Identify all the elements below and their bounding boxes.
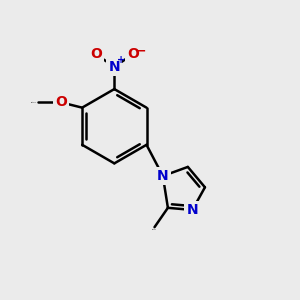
Text: O: O bbox=[55, 95, 67, 109]
Text: +: + bbox=[117, 55, 125, 65]
Text: N: N bbox=[109, 60, 120, 74]
Text: N: N bbox=[187, 203, 198, 217]
Text: O: O bbox=[90, 47, 102, 61]
Text: methyl: methyl bbox=[152, 229, 157, 230]
Text: methoxy: methoxy bbox=[31, 102, 37, 103]
Text: O: O bbox=[127, 47, 139, 61]
Text: N: N bbox=[157, 169, 169, 183]
Text: −: − bbox=[136, 44, 146, 57]
